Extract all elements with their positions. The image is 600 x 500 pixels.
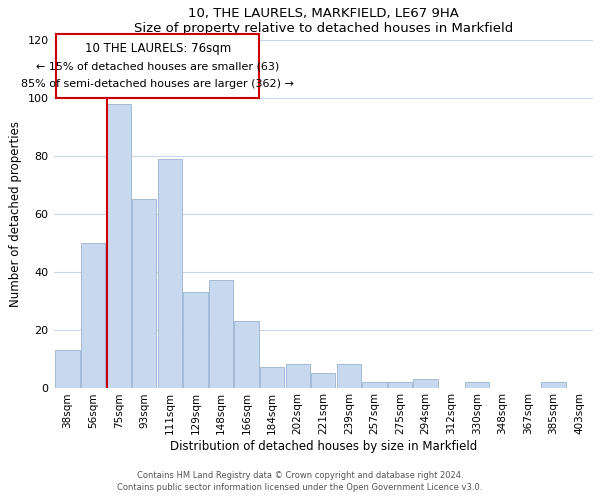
Bar [184, 292, 208, 388]
Bar [260, 368, 284, 388]
Bar [541, 382, 566, 388]
Text: 85% of semi-detached houses are larger (362) →: 85% of semi-detached houses are larger (… [22, 79, 294, 89]
Bar [132, 200, 157, 388]
Title: 10, THE LAURELS, MARKFIELD, LE67 9HA
Size of property relative to detached house: 10, THE LAURELS, MARKFIELD, LE67 9HA Siz… [134, 7, 513, 35]
Bar [311, 373, 335, 388]
Bar [464, 382, 489, 388]
Bar [388, 382, 412, 388]
Text: 10 THE LAURELS: 76sqm: 10 THE LAURELS: 76sqm [85, 42, 231, 55]
Bar [107, 104, 131, 388]
Bar [413, 379, 438, 388]
Bar [235, 321, 259, 388]
Bar [286, 364, 310, 388]
Bar [209, 280, 233, 388]
Bar [55, 350, 80, 388]
Bar [158, 159, 182, 388]
FancyBboxPatch shape [56, 34, 259, 98]
Text: Contains public sector information licensed under the Open Government Licence v3: Contains public sector information licen… [118, 484, 482, 492]
Bar [362, 382, 386, 388]
Bar [81, 243, 106, 388]
Bar [337, 364, 361, 388]
Text: ← 15% of detached houses are smaller (63): ← 15% of detached houses are smaller (63… [36, 62, 280, 72]
Text: Contains HM Land Registry data © Crown copyright and database right 2024.: Contains HM Land Registry data © Crown c… [137, 471, 463, 480]
X-axis label: Distribution of detached houses by size in Markfield: Distribution of detached houses by size … [170, 440, 477, 453]
Y-axis label: Number of detached properties: Number of detached properties [9, 121, 22, 307]
